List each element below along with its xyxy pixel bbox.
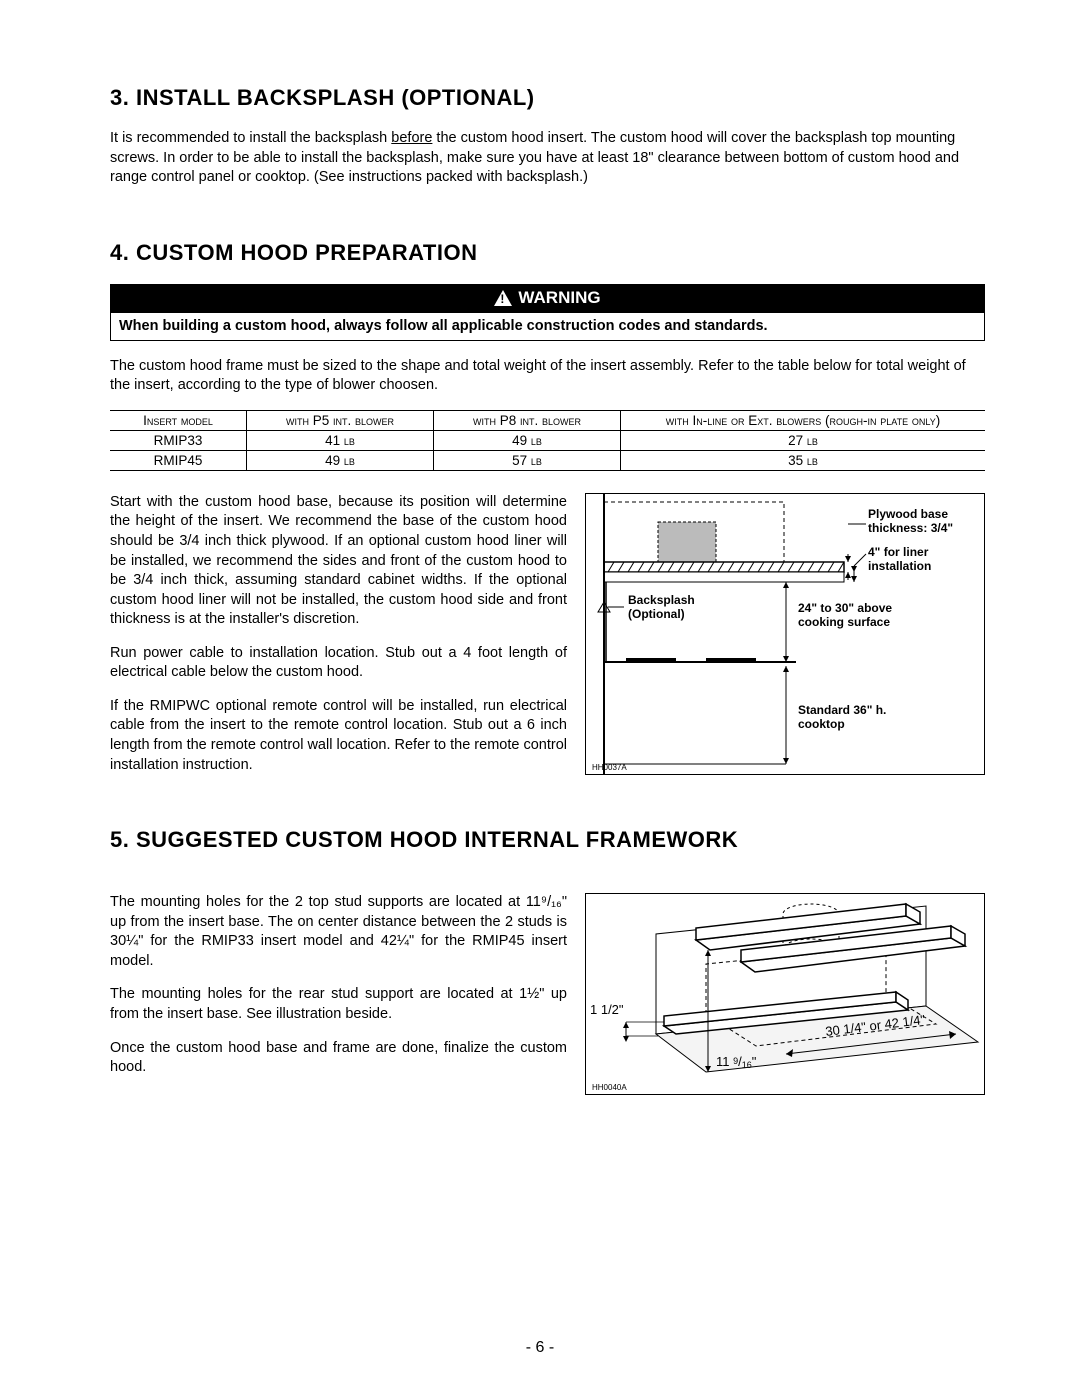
- warning-triangle-icon: [494, 290, 512, 306]
- svg-text:cooktop: cooktop: [798, 717, 845, 731]
- warning-bar: WARNING: [110, 284, 985, 313]
- section4-heading: 4. CUSTOM HOOD PREPARATION: [110, 240, 985, 266]
- label-cooktop: Standard 36" h.: [798, 703, 886, 717]
- section5-para3: Once the custom hood base and frame are …: [110, 1039, 567, 1078]
- section4-two-col: Start with the custom hood base, because…: [110, 493, 985, 789]
- fig-code: HH0037A: [592, 763, 627, 772]
- th-p8: with P8 int. blower: [434, 410, 621, 430]
- framework-diagram: 1 1/2" 11 9/16" 30 1/4" or 42 1/4" HH004…: [585, 893, 985, 1095]
- document-page: 3. INSTALL BACKSPLASH (OPTIONAL) It is r…: [0, 0, 1080, 1397]
- section5-para1: The mounting holes for the 2 top stud su…: [110, 893, 567, 971]
- section4-figure: Plywood base thickness: 3/4" 4" for line…: [585, 493, 985, 780]
- svg-text:installation: installation: [868, 559, 931, 573]
- th-p5: with P5 int. blower: [247, 410, 434, 430]
- section3-paragraph: It is recommended to install the backspl…: [110, 129, 985, 188]
- label-backsplash: Backsplash: [628, 593, 695, 607]
- hood-cross-section-diagram: Plywood base thickness: 3/4" 4" for line…: [585, 493, 985, 775]
- label-above: 24" to 30" above: [798, 601, 892, 615]
- dim-left: 1 1/2": [590, 1002, 624, 1017]
- section5-text-column: The mounting holes for the 2 top stud su…: [110, 893, 567, 1092]
- svg-text:thickness: 3/4": thickness: 3/4": [868, 521, 953, 535]
- label-plywood: Plywood base: [868, 507, 948, 521]
- section4-para1: Start with the custom hood base, because…: [110, 493, 567, 630]
- table-row: RMIP45 49 lb 57 lb 35 lb: [110, 450, 985, 470]
- svg-text:cooking surface: cooking surface: [798, 615, 890, 629]
- weight-table: Insert model with P5 int. blower with P8…: [110, 410, 985, 471]
- section3-heading: 3. INSTALL BACKSPLASH (OPTIONAL): [110, 85, 985, 111]
- th-ext: with In-line or Ext. blowers (rough-in p…: [621, 410, 986, 430]
- th-model: Insert model: [110, 410, 247, 430]
- section4-intro: The custom hood frame must be sized to t…: [110, 357, 985, 396]
- label-liner: 4" for liner: [868, 545, 929, 559]
- section4-para3: If the RMIPWC optional remote control wi…: [110, 697, 567, 775]
- svg-text:(Optional): (Optional): [628, 607, 685, 621]
- warning-label: WARNING: [518, 288, 600, 308]
- warning-text: When building a custom hood, always foll…: [110, 313, 985, 341]
- section5-heading: 5. SUGGESTED CUSTOM HOOD INTERNAL FRAMEW…: [110, 827, 985, 853]
- section5-figure: 1 1/2" 11 9/16" 30 1/4" or 42 1/4" HH004…: [585, 893, 985, 1100]
- fig-code-2: HH0040A: [592, 1083, 627, 1092]
- section4-text-column: Start with the custom hood base, because…: [110, 493, 567, 789]
- section5-para2: The mounting holes for the rear stud sup…: [110, 985, 567, 1024]
- underlined-word: before: [391, 130, 432, 146]
- section4-para2: Run power cable to installation location…: [110, 644, 567, 683]
- page-number: - 6 -: [0, 1339, 1080, 1357]
- section5-two-col: The mounting holes for the 2 top stud su…: [110, 893, 985, 1100]
- table-row: RMIP33 41 lb 49 lb 27 lb: [110, 430, 985, 450]
- table-header-row: Insert model with P5 int. blower with P8…: [110, 410, 985, 430]
